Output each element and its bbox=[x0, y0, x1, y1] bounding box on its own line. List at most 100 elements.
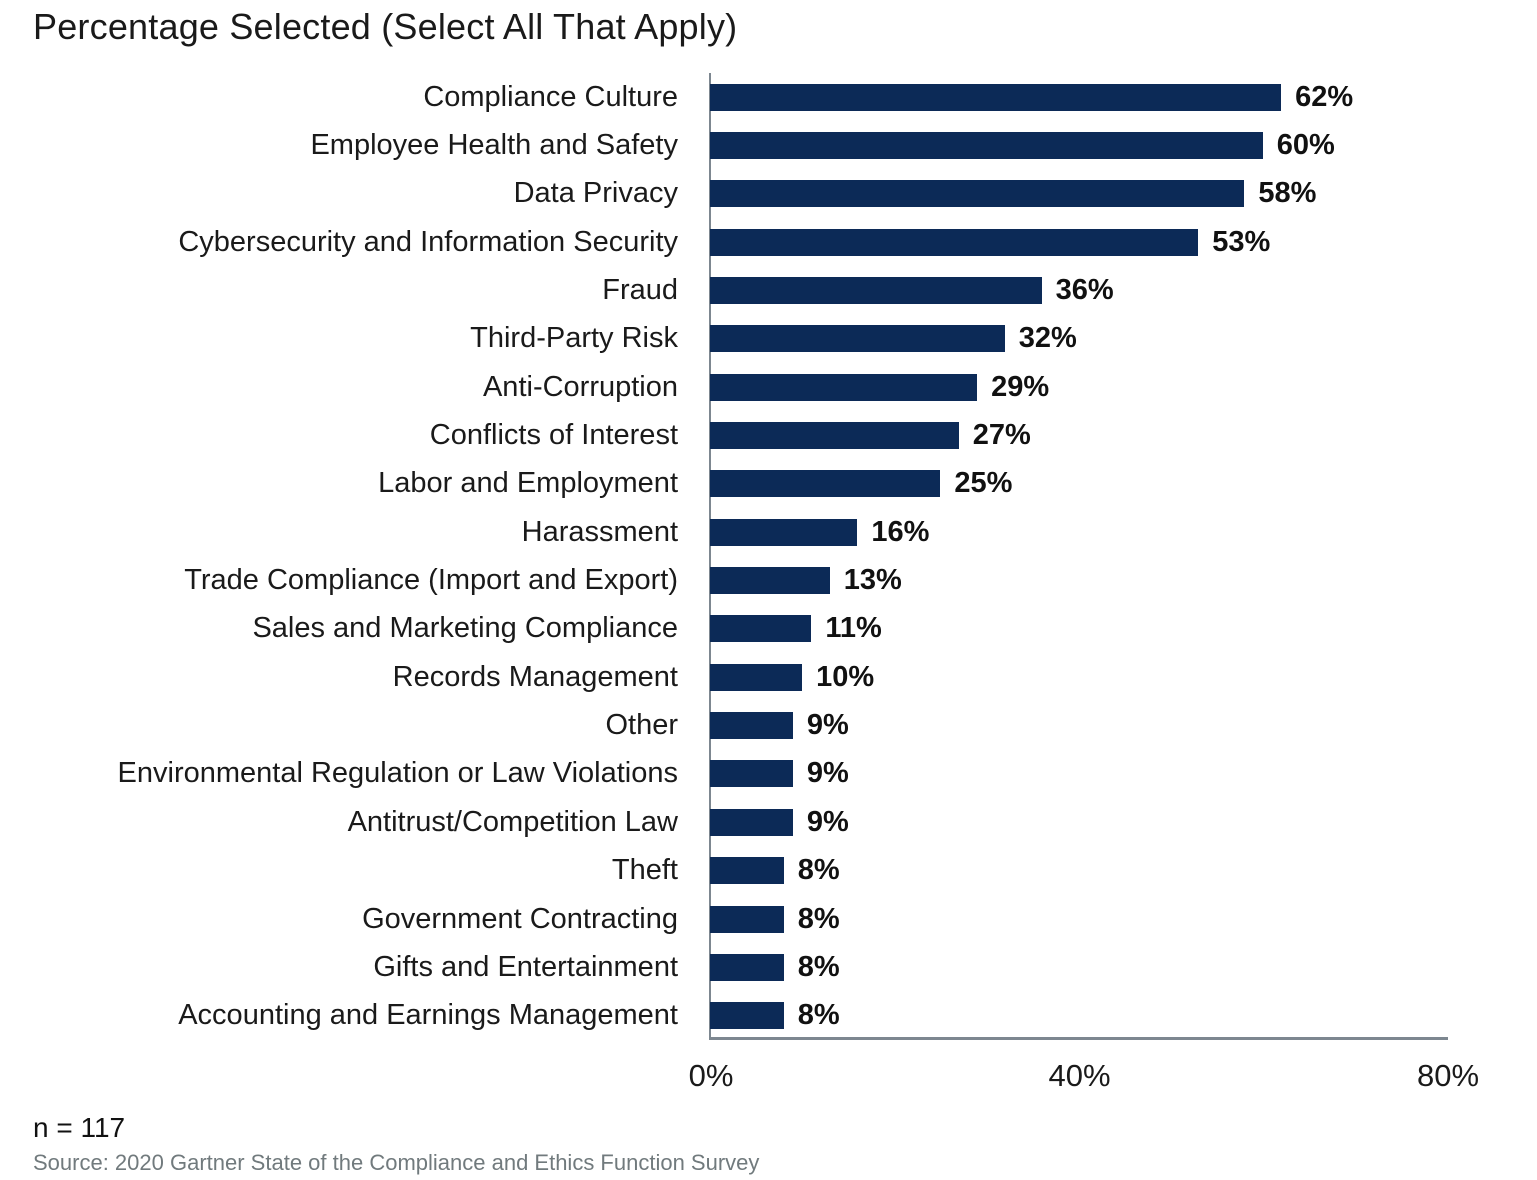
bar-track: 9% bbox=[710, 701, 1537, 749]
bar bbox=[710, 1002, 784, 1030]
category-label: Accounting and Earnings Management bbox=[178, 999, 678, 1032]
bar-track: 13% bbox=[710, 556, 1537, 604]
bar-track: 10% bbox=[710, 653, 1537, 701]
bar-track: 8% bbox=[710, 895, 1537, 943]
bar bbox=[710, 760, 793, 788]
bar-track: 27% bbox=[710, 411, 1537, 459]
bar-track: 8% bbox=[710, 847, 1537, 895]
value-label: 8% bbox=[797, 854, 840, 887]
bar-row: Employee Health and Safety 60% bbox=[0, 121, 1537, 169]
value-label: 8% bbox=[797, 902, 840, 935]
bar-row: Compliance Culture 62% bbox=[0, 73, 1537, 121]
bar-track: 25% bbox=[710, 460, 1537, 508]
source-note: Source: 2020 Gartner State of the Compli… bbox=[33, 1150, 760, 1175]
y-axis-line bbox=[709, 73, 711, 1040]
value-label: 29% bbox=[991, 370, 1050, 403]
value-label: 58% bbox=[1258, 177, 1317, 210]
bar-track: 9% bbox=[710, 798, 1537, 846]
value-label: 9% bbox=[806, 709, 849, 742]
bar-track: 16% bbox=[710, 508, 1537, 556]
category-label: Data Privacy bbox=[513, 177, 678, 210]
bar bbox=[710, 373, 978, 401]
value-label: 9% bbox=[806, 805, 849, 838]
bar bbox=[710, 905, 784, 933]
bar-row: Other 9% bbox=[0, 701, 1537, 749]
category-label: Other bbox=[605, 709, 678, 742]
bar bbox=[710, 422, 959, 450]
bar-row: Gifts and Entertainment 8% bbox=[0, 943, 1537, 991]
bar-row: Conflicts of Interest 27% bbox=[0, 411, 1537, 459]
category-label: Antitrust/Competition Law bbox=[347, 805, 678, 838]
chart-title: Percentage Selected (Select All That App… bbox=[33, 6, 738, 47]
value-label: 25% bbox=[954, 467, 1013, 500]
bar bbox=[710, 808, 793, 836]
bar bbox=[710, 277, 1042, 305]
bar bbox=[710, 615, 812, 643]
bar bbox=[710, 132, 1263, 160]
value-label: 16% bbox=[871, 515, 930, 548]
bar-track: 8% bbox=[710, 992, 1537, 1040]
category-label: Records Management bbox=[392, 660, 678, 693]
category-label: Employee Health and Safety bbox=[310, 129, 678, 162]
bar-row: Data Privacy 58% bbox=[0, 170, 1537, 218]
x-tick-label: 80% bbox=[1416, 1058, 1480, 1093]
value-label: 8% bbox=[797, 950, 840, 983]
bar bbox=[710, 228, 1199, 256]
bar-track: 32% bbox=[710, 315, 1537, 363]
category-label: Government Contracting bbox=[362, 902, 678, 935]
category-label: Cybersecurity and Information Security bbox=[178, 225, 678, 258]
bar bbox=[710, 712, 793, 740]
value-label: 9% bbox=[806, 757, 849, 790]
bar-track: 11% bbox=[710, 605, 1537, 653]
category-label: Environmental Regulation or Law Violatio… bbox=[117, 757, 678, 790]
value-label: 13% bbox=[843, 564, 902, 597]
category-label: Sales and Marketing Compliance bbox=[252, 612, 678, 645]
category-label: Labor and Employment bbox=[378, 467, 678, 500]
bar bbox=[710, 325, 1005, 353]
bar-track: 29% bbox=[710, 363, 1537, 411]
bar-row: Harassment 16% bbox=[0, 508, 1537, 556]
bar bbox=[710, 663, 803, 691]
bar bbox=[710, 857, 784, 885]
bar-row: Third-Party Risk 32% bbox=[0, 315, 1537, 363]
category-label: Conflicts of Interest bbox=[429, 419, 678, 452]
value-label: 36% bbox=[1055, 274, 1114, 307]
bar-track: 9% bbox=[710, 750, 1537, 798]
category-label: Compliance Culture bbox=[423, 80, 678, 113]
bar-row: Fraud 36% bbox=[0, 266, 1537, 314]
bar bbox=[710, 180, 1245, 208]
bar-row: Cybersecurity and Information Security 5… bbox=[0, 218, 1537, 266]
category-label: Anti-Corruption bbox=[482, 370, 678, 403]
bar-track: 53% bbox=[710, 218, 1537, 266]
bar-track: 8% bbox=[710, 943, 1537, 991]
bar bbox=[710, 953, 784, 981]
bar bbox=[710, 470, 941, 498]
value-label: 32% bbox=[1018, 322, 1077, 355]
bar-row: Accounting and Earnings Management 8% bbox=[0, 992, 1537, 1040]
category-label: Theft bbox=[611, 854, 678, 887]
value-label: 62% bbox=[1295, 80, 1354, 113]
bar-row: Trade Compliance (Import and Export) 13% bbox=[0, 556, 1537, 604]
bar bbox=[710, 83, 1282, 111]
bar-row: Anti-Corruption 29% bbox=[0, 363, 1537, 411]
x-tick-label: 0% bbox=[688, 1058, 734, 1093]
bar bbox=[710, 567, 830, 595]
value-label: 27% bbox=[972, 419, 1031, 452]
bar-track: 60% bbox=[710, 121, 1537, 169]
x-axis-line bbox=[709, 1037, 1448, 1040]
bar-row: Labor and Employment 25% bbox=[0, 460, 1537, 508]
bar-row: Theft 8% bbox=[0, 847, 1537, 895]
category-label: Trade Compliance (Import and Export) bbox=[184, 564, 678, 597]
bar-track: 62% bbox=[710, 73, 1537, 121]
value-label: 53% bbox=[1212, 225, 1271, 258]
bar bbox=[710, 518, 858, 546]
bar-row: Sales and Marketing Compliance 11% bbox=[0, 605, 1537, 653]
bar-row: Government Contracting 8% bbox=[0, 895, 1537, 943]
bar-row: Records Management 10% bbox=[0, 653, 1537, 701]
category-label: Fraud bbox=[602, 274, 678, 307]
sample-size-note: n = 117 bbox=[33, 1112, 126, 1143]
category-label: Third-Party Risk bbox=[470, 322, 678, 355]
category-label: Harassment bbox=[521, 515, 678, 548]
category-label: Gifts and Entertainment bbox=[373, 950, 678, 983]
